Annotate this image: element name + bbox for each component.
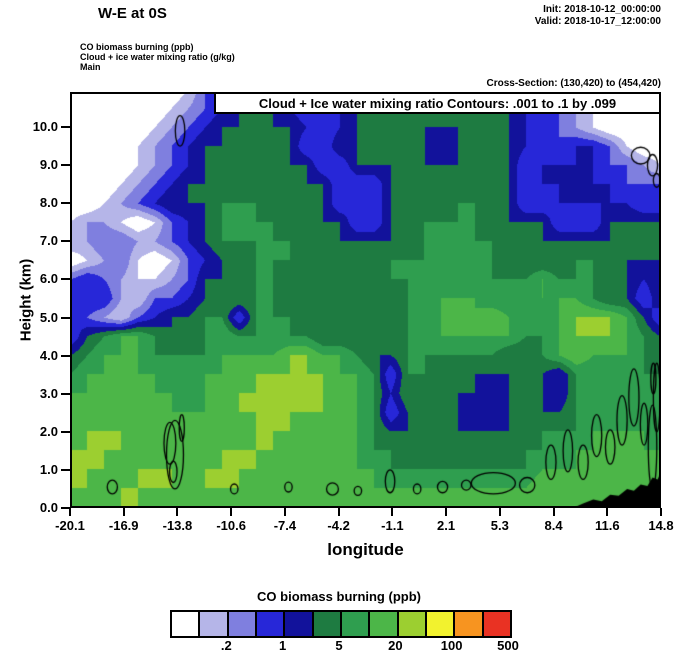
x-tick-mark: [445, 508, 448, 516]
init-time: Init: 2018-10-12_00:00:00: [543, 4, 661, 15]
cross-section-plot: Cloud + Ice water mixing ratio Contours:…: [18, 92, 674, 559]
y-tick-mark: [61, 126, 70, 129]
x-tick-mark: [606, 508, 609, 516]
colorbar-cell: [483, 612, 510, 636]
x-tick-label: -4.2: [327, 518, 350, 533]
y-tick-mark: [61, 202, 70, 205]
colorbar-cell: [285, 612, 314, 636]
y-tick-label: 7.0: [39, 233, 58, 249]
colorbar-cell: [256, 612, 286, 636]
y-tick-label: 0.0: [39, 500, 58, 515]
x-tick-label: -16.9: [108, 518, 139, 533]
x-tick-mark: [337, 508, 340, 516]
field-co-label: CO biomass burning (ppb): [80, 42, 194, 52]
x-tick-label: 14.8: [648, 518, 674, 533]
y-tick-label: 2.0: [39, 423, 58, 439]
colorbar-tick-label: 100: [440, 638, 463, 653]
colorbar-cell: [370, 612, 399, 636]
contour-field-canvas: [70, 92, 661, 508]
y-tick-mark: [61, 354, 70, 357]
run-times: Init: 2018-10-12_00:00:00 Valid: 2018-10…: [535, 4, 661, 28]
page-title: W-E at 0S: [98, 5, 167, 22]
valid-time: Valid: 2018-10-17_12:00:00: [534, 16, 661, 27]
y-tick-mark: [61, 392, 70, 395]
y-tick-mark: [61, 240, 70, 243]
colorbar-tick-label: 20: [388, 638, 403, 653]
y-tick-label: 5.0: [39, 309, 58, 325]
x-tick-label: 8.4: [544, 518, 563, 533]
y-tick-mark: [61, 430, 70, 433]
colorbar-cell: [228, 612, 257, 636]
colorbar-tick-label: .2: [220, 638, 232, 653]
x-tick-label: 11.6: [594, 518, 620, 533]
colorbar-cell: [172, 612, 201, 636]
x-tick-label: 5.3: [490, 518, 509, 533]
y-tick-mark: [61, 278, 70, 281]
x-tick-label: -13.8: [162, 518, 193, 533]
y-tick-label: 8.0: [39, 195, 58, 211]
y-tick-label: 3.0: [39, 385, 58, 401]
x-tick-mark: [391, 508, 394, 516]
x-tick-mark: [122, 508, 125, 516]
x-tick-mark: [498, 508, 501, 516]
x-tick-label: -7.4: [273, 518, 297, 533]
y-tick-mark: [61, 468, 70, 471]
colorbar-cell: [426, 612, 456, 636]
colorbar-tick-label: 5: [335, 638, 343, 653]
y-tick-label: 1.0: [39, 461, 58, 477]
x-tick-label: 2.1: [437, 518, 456, 533]
contour-title-box: Cloud + Ice water mixing ratio Contours:…: [214, 92, 661, 114]
colorbar-title: CO biomass burning (ppb): [257, 589, 421, 604]
x-tick-mark: [552, 508, 555, 516]
y-tick-mark: [61, 316, 70, 319]
y-tick-label: 4.0: [39, 347, 58, 363]
field-main-label: Main: [80, 62, 101, 72]
x-tick-label: -20.1: [55, 518, 85, 533]
colorbar-cell: [200, 612, 229, 636]
y-tick-label: 10.0: [32, 119, 58, 135]
cross-section-label: Cross-Section: (130,420) to (454,420): [486, 78, 661, 89]
field-cloud-label: Cloud + ice water mixing ratio (g/kg): [80, 52, 235, 62]
x-tick-mark: [230, 508, 233, 516]
field-list: CO biomass burning (ppb) Cloud + ice wat…: [80, 42, 235, 72]
colorbar-cell: [455, 612, 484, 636]
colorbar-cell: [313, 612, 342, 636]
x-tick-mark: [660, 508, 662, 516]
x-tick-label: -1.1: [381, 518, 404, 533]
x-tick-label: -10.6: [216, 518, 246, 533]
colorbar-tick-label: 1: [279, 638, 287, 653]
y-tick-mark: [61, 164, 70, 167]
x-axis-label: longitude: [327, 540, 404, 559]
colorbar-cell: [398, 612, 427, 636]
x-tick-mark: [69, 508, 71, 516]
x-tick-mark: [283, 508, 286, 516]
y-tick-label: 6.0: [39, 271, 58, 287]
colorbar-cell: [341, 612, 371, 636]
colorbar: [170, 610, 512, 638]
colorbar-tick-label: 500: [497, 638, 519, 653]
x-tick-mark: [176, 508, 179, 516]
y-tick-mark: [61, 507, 70, 509]
y-tick-label: 9.0: [39, 157, 58, 173]
